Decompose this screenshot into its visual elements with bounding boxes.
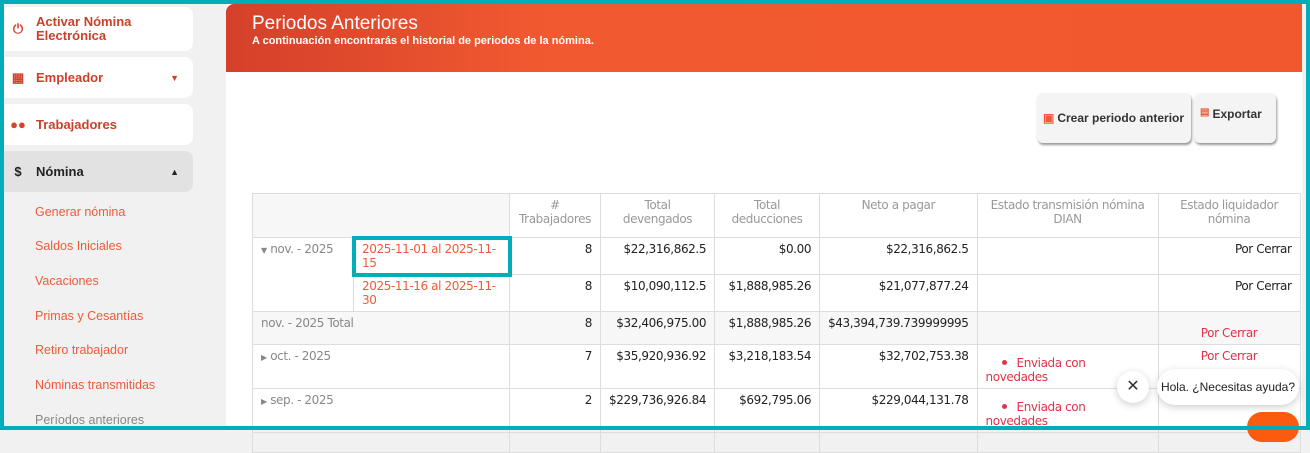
cell-dian [976,311,1159,345]
sidebar-item-nomina[interactable]: $ Nómina ▲ [0,151,193,192]
cell-neto: $21,077,877.24 [819,274,978,312]
table-row: 2025-11-16 al 2025-11-30 8 $10,090,112.5… [253,274,1301,312]
chevron-up-icon: ▲ [170,166,179,177]
header-dian: Estado transmisión nómina DIAN [976,193,1159,238]
cell-workers: 2 [509,388,601,433]
cell-devengados: $229,736,926.84 [599,388,716,433]
cell-deducciones: $0.00 [714,237,821,275]
export-button[interactable]: ▤ Exportar [1194,93,1276,143]
calendar-icon: ▣ [1043,111,1055,125]
cell-group-total: nov. - 2025 Total [252,311,510,345]
file-invoice-dollar-icon: $ [14,164,22,179]
power-icon: ⏻ [12,21,24,36]
cell-deducciones: $692,795.06 [714,388,821,433]
cell-dian [976,274,1159,312]
close-icon: ✕ [1126,378,1140,395]
cell-workers: 7 [509,344,601,389]
submenu-generar-nomina[interactable]: Generar nómina [35,205,126,219]
period-link[interactable]: 2025-11-01 al 2025-11-15 [351,235,512,277]
status-dot-icon [1001,359,1007,365]
cell-devengados: $22,316,862.5 [599,237,716,275]
table-row: ▼ nov. - 2025 2025-11-01 al 2025-11-15 8… [252,235,1301,312]
submenu-primas-cesantias[interactable]: Primas y Cesantías [35,309,144,323]
page-subtitle: A continuación encontrarás el historial … [252,35,594,47]
header-devengados: Total devengados [599,193,716,238]
building-user-icon: ▦ [11,69,25,85]
cell-neto: $229,044,131.78 [819,388,978,433]
sidebar-item-empleador[interactable]: ▦ Empleador ▼ [0,57,193,98]
cell-deducciones: $1,888,985.26 [714,311,821,345]
sidebar-item-trabajadores[interactable]: ●● Trabajadores [0,104,193,145]
cell-neto: $32,702,753.38 [819,344,978,389]
sidebar-item-activar-nomina[interactable]: ⏻ Activar Nómina Electrónica [0,7,193,51]
submenu-saldos-iniciales[interactable]: Saldos Iniciales [35,239,122,253]
cell-dian [976,237,1159,275]
cell-deducciones: $3,218,183.54 [714,344,821,389]
cell-deducciones: $1,888,985.26 [714,274,821,312]
table-header: # Trabajadores Total devengados Total de… [252,193,1301,238]
main-content: Periodos Anteriores A continuación encon… [226,4,1302,453]
group-oct-2025[interactable]: ▶ oct. - 2025 [252,344,510,389]
cell-workers: 8 [509,311,601,345]
cell-devengados: $35,920,936.92 [599,344,716,389]
cell-liquidador: Por Cerrar [1157,237,1301,275]
chevron-down-icon: ▼ [170,72,179,83]
cell-workers: 8 [509,237,601,275]
group-nov-2025[interactable]: ▼ nov. - 2025 [252,237,354,312]
sidebar: ⏻ Activar Nómina Electrónica ▦ Empleador ▼ … [0,0,200,430]
submenu-vacaciones[interactable]: Vacaciones [35,274,99,288]
submenu-nominas-transmitidas[interactable]: Nóminas transmitidas [35,378,156,392]
header-trabajadores: # Trabajadores [509,193,601,238]
header-neto: Neto a pagar [819,193,978,238]
cell-neto: $43,394,739.739999995 [819,311,978,345]
page-title: Periodos Anteriores [252,13,418,34]
cell-workers: 8 [509,274,601,312]
chat-launcher-button[interactable] [1247,412,1299,442]
chat-bubble[interactable]: Hola. ¿Necesitas ayuda? [1157,369,1299,405]
table-row-total: nov. - 2025 Total 8 $32,406,975.00 $1,88… [252,311,1301,345]
create-period-button[interactable]: ▣ Crear periodo anterior [1037,93,1191,143]
table-row [252,432,1301,453]
cell-liquidador: Por Cerrar [1157,311,1301,345]
cell-devengados: $32,406,975.00 [599,311,716,345]
header-blank [252,193,510,238]
submenu-retiro-trabajador[interactable]: Retiro trabajador [35,343,129,357]
users-icon: ●● [10,117,26,132]
cell-devengados: $10,090,112.5 [599,274,716,312]
group-sep-2025[interactable]: ▶ sep. - 2025 [252,388,510,433]
header-liquidador: Estado liquidador nómina [1157,193,1301,238]
cell-liquidador: Por Cerrar [1157,274,1301,312]
caret-right-icon: ▶ [261,397,267,406]
close-chat-button[interactable]: ✕ [1117,371,1149,403]
submenu-periodos-anteriores[interactable]: Períodos anteriores [35,413,145,427]
table-row: ▶ oct. - 2025 7 $35,920,936.92 $3,218,18… [252,344,1301,389]
periods-table: # Trabajadores Total devengados Total de… [252,193,1301,453]
cell-neto: $22,316,862.5 [819,237,978,275]
caret-right-icon: ▶ [261,353,267,362]
period-link[interactable]: 2025-11-16 al 2025-11-30 [353,274,510,312]
caret-down-icon: ▼ [261,246,267,255]
status-dot-icon [1001,403,1007,409]
page-header: Periodos Anteriores A continuación encon… [226,4,1302,72]
excel-icon: ▤ [1200,107,1210,118]
header-deducciones: Total deducciones [714,193,821,238]
